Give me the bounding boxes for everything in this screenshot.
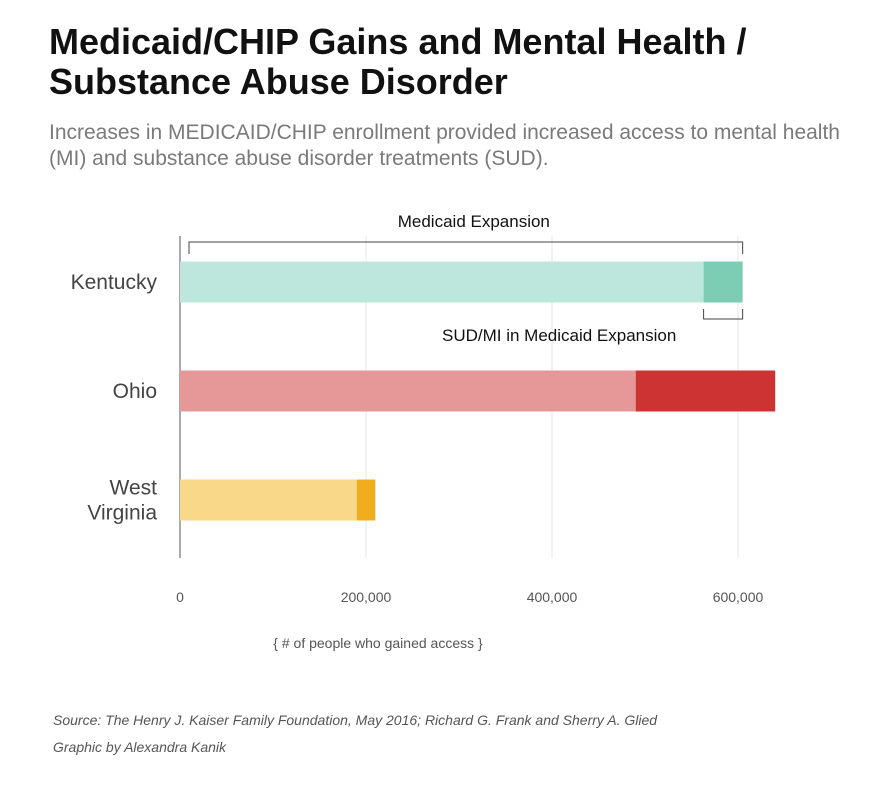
x-tick-label: 0 [176,589,184,605]
medicaid-expansion-annotation: Medicaid Expansion [398,212,550,231]
x-tick-label: 200,000 [341,589,392,605]
x-tick-label: 400,000 [527,589,578,605]
sud-mi-bracket [703,309,744,320]
category-label: Ohio [113,380,157,403]
category-label-line: Ohio [113,380,157,403]
category-label-line: Virginia [87,502,157,525]
bar-west-virginia-medicaid [180,479,357,521]
bar-west-virginia-sud-mi [356,479,376,521]
chart-title: Medicaid/CHIP Gains and Mental Health / … [49,21,747,102]
bar-kentucky-medicaid [180,261,704,303]
category-label: West Virginia [87,477,157,525]
sud-mi-annotation: SUD/MI in Medicaid Expansion [442,326,676,345]
source-note: Source: The Henry J. Kaiser Family Found… [53,712,658,728]
category-label-line: West [110,477,158,500]
medicaid-expansion-bracket [188,241,744,254]
category-label-line: Kentucky [71,271,158,294]
chart-subtitle: Increases in MEDICAID/CHIP enrollment pr… [49,121,840,170]
bar-ohio-medicaid [180,370,636,412]
bar-kentucky-sud-mi [703,261,743,303]
graphic-credit: Graphic by Alexandra Kanik [53,739,227,755]
category-label: Kentucky [71,271,158,294]
bar-ohio-sud-mi [635,370,776,412]
x-axis-label: { # of people who gained access } [273,635,483,651]
x-tick-label: 600,000 [713,589,764,605]
